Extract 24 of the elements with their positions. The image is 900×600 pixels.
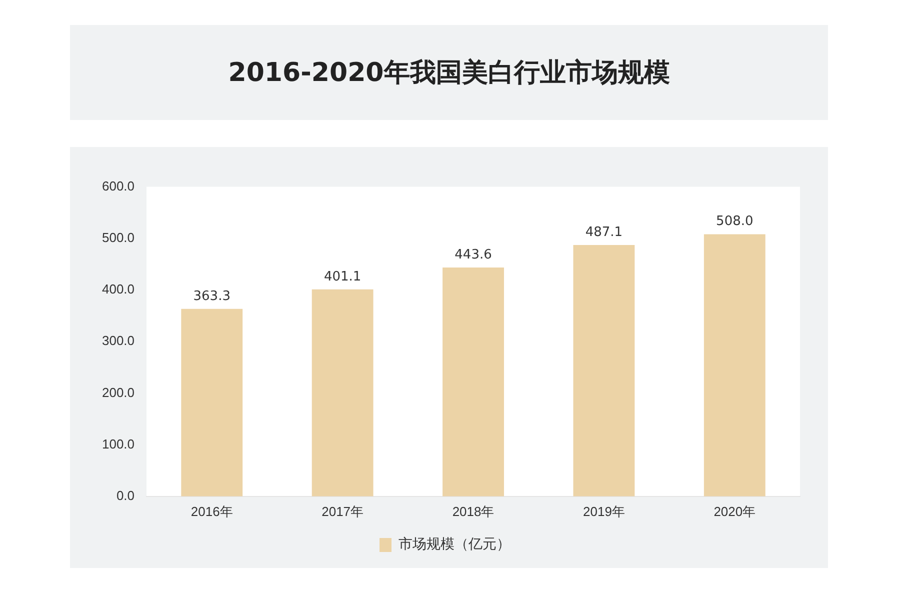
x-tick-label: 2017年 xyxy=(322,504,364,519)
data-label: 401.1 xyxy=(324,269,362,284)
bar xyxy=(181,308,243,496)
bar xyxy=(704,234,766,496)
chart-title: 2016-2020年我国美白行业市场规模 xyxy=(228,57,670,90)
x-tick-label: 2018年 xyxy=(452,504,494,519)
x-tick-label: 2020年 xyxy=(714,504,756,519)
x-tick-label: 2019年 xyxy=(583,504,625,519)
data-label: 443.6 xyxy=(454,247,492,262)
bar xyxy=(442,268,504,496)
y-tick-label: 0.0 xyxy=(116,488,135,503)
data-label: 363.3 xyxy=(193,288,230,304)
legend-label: 市场规模（亿元） xyxy=(398,536,510,553)
y-tick-label: 300.0 xyxy=(102,333,135,348)
y-tick-label: 200.0 xyxy=(102,384,135,400)
y-tick-label: 600.0 xyxy=(102,178,135,194)
data-label: 487.1 xyxy=(585,224,623,240)
data-label: 508.0 xyxy=(716,214,754,230)
y-tick-label: 500.0 xyxy=(102,230,135,245)
bar xyxy=(573,245,635,496)
bar xyxy=(312,289,374,496)
y-tick-label: 400.0 xyxy=(102,282,135,297)
x-tick-label: 2016年 xyxy=(190,504,233,519)
y-tick-label: 100.0 xyxy=(102,436,135,452)
